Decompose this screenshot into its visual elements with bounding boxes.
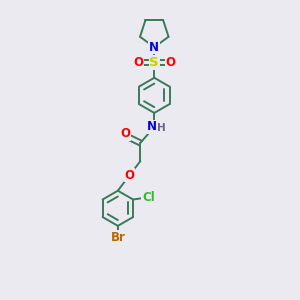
Text: H: H [157, 123, 166, 133]
Text: N: N [147, 120, 157, 134]
Text: S: S [149, 56, 159, 69]
Text: O: O [133, 56, 143, 69]
Text: Cl: Cl [142, 191, 155, 204]
Text: O: O [120, 127, 130, 140]
Text: O: O [165, 56, 176, 69]
Text: N: N [149, 40, 159, 54]
Text: O: O [124, 169, 135, 182]
Text: Br: Br [110, 230, 125, 244]
